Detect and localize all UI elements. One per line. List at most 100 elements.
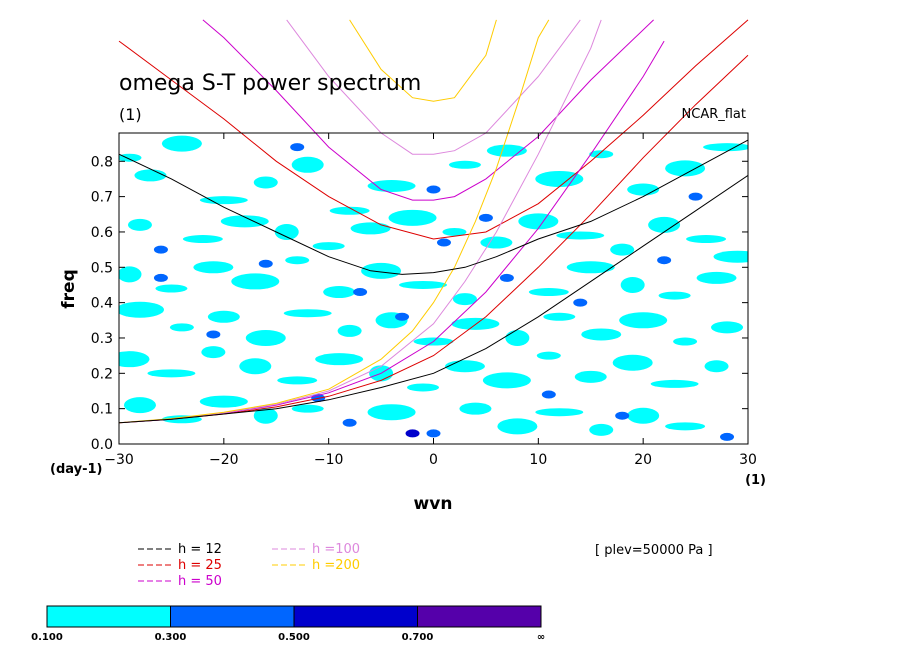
contour-cell [285, 256, 310, 265]
series-line [118, 19, 550, 424]
colorbar-segment [46, 605, 171, 628]
contour-cell [161, 135, 202, 152]
contour-cell [686, 235, 727, 244]
contour-cell [253, 176, 278, 189]
contour-cell [528, 288, 569, 297]
contour-cell [367, 180, 416, 193]
y-tick-label: 0.6 [91, 225, 113, 241]
x-tick-label: 30 [739, 452, 757, 468]
contour-cell [119, 301, 164, 318]
y-tick-label: 0.5 [91, 260, 113, 276]
contour-cell [452, 293, 477, 306]
series-line [119, 139, 748, 275]
contour-cell [497, 418, 538, 435]
contour-cell [703, 143, 748, 152]
x-tick-label: 0 [429, 452, 438, 468]
contour-cell [610, 243, 635, 256]
y-tick-label: 0.8 [91, 154, 113, 170]
legend-label: h = 25 [178, 558, 222, 573]
contour-cell [688, 192, 703, 201]
y-unit-label: (day-1) [50, 462, 102, 477]
contour-cell [657, 256, 672, 265]
series-line [202, 19, 654, 201]
contour-fill-layer [119, 135, 748, 441]
contour-cell [277, 376, 318, 385]
contour-cell [206, 330, 221, 339]
contour-cell [451, 317, 500, 330]
contour-cell [499, 273, 514, 282]
contour-cell [342, 418, 357, 427]
legend-label: h = 12 [178, 542, 222, 557]
dispersion-curves-upper [118, 19, 749, 424]
contour-cell [556, 231, 605, 240]
contour-cell [650, 379, 699, 388]
legend-label: h =100 [312, 542, 360, 557]
contour-cell [482, 372, 531, 389]
contour-cell [536, 351, 561, 360]
contour-cell [665, 422, 706, 431]
contour-cell [535, 408, 584, 417]
contour-cell [155, 284, 188, 293]
contour-cell [619, 312, 668, 329]
y-axis-label: freq [59, 269, 79, 308]
series-line [119, 174, 748, 424]
y-tick-label: 0.4 [91, 296, 113, 312]
colorbar-segment [417, 605, 542, 628]
y-tick-label: 0.7 [91, 190, 113, 206]
contour-cell [119, 266, 142, 283]
contour-cell [199, 196, 248, 205]
series-line [349, 19, 497, 102]
contour-cell [361, 262, 402, 279]
contour-cell [436, 238, 451, 247]
contour-cell [337, 324, 362, 337]
contour-cell [207, 310, 240, 323]
contour-cell [201, 346, 226, 359]
contour-cell [291, 156, 324, 173]
contour-cell [119, 153, 142, 162]
contour-cell [574, 370, 607, 383]
contour-cell [459, 402, 492, 415]
chart-title: omega S-T power spectrum [119, 71, 421, 96]
contour-cell [147, 369, 196, 378]
contour-cell [543, 312, 576, 321]
contour-cell [153, 273, 168, 282]
contour-cell [627, 407, 660, 424]
x-axis-label: wvn [414, 494, 453, 514]
contour-cell [239, 358, 272, 375]
colorbar: 0.100 0.300 0.500 0.700 ∞ [31, 605, 545, 643]
contour-cell [388, 209, 437, 226]
contour-cell [245, 329, 286, 346]
contour-cell [399, 280, 448, 289]
contour-cell [127, 218, 152, 231]
colorbar-segment [170, 605, 295, 628]
contour-cell [220, 215, 269, 228]
contour-cell [612, 354, 653, 371]
colorbar-label: 0.500 [278, 632, 310, 643]
y-tick-label: 0.0 [91, 437, 113, 453]
chart-subtitle: (1) [119, 105, 142, 124]
contour-cell [353, 288, 368, 297]
contour-cell [696, 271, 737, 284]
contour-cell [589, 150, 614, 159]
colorbar-label: ∞ [537, 632, 545, 643]
contour-cell [153, 245, 168, 254]
contour-cell [535, 170, 584, 187]
x-tick-label: −30 [104, 452, 134, 468]
contour-cell [407, 383, 440, 392]
y-tick-label: 0.2 [91, 366, 113, 382]
series-line [118, 19, 749, 240]
contour-cell [573, 298, 588, 307]
contour-cell [566, 261, 615, 274]
dispersion-curves [119, 139, 748, 424]
contour-cell [315, 353, 364, 366]
contour-cell [658, 291, 691, 300]
contour-cell [478, 213, 493, 222]
contour-cell [312, 242, 345, 251]
contour-cell [541, 390, 556, 399]
contour-cell [581, 328, 622, 341]
contour-cell [123, 397, 156, 414]
contour-cell [367, 404, 416, 421]
legend-label: h = 50 [178, 574, 222, 589]
